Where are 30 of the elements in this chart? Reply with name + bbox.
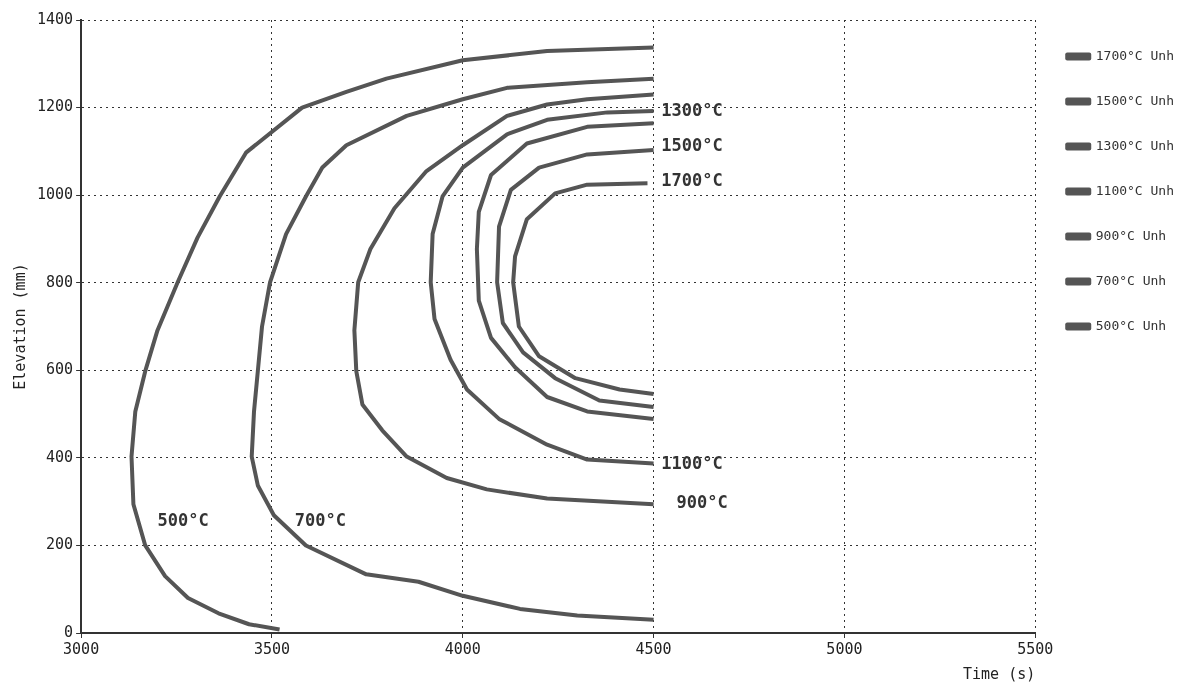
annotation: 900°C [676, 492, 728, 513]
x-tick-label: 5500 [1017, 639, 1054, 658]
y-tick-label: 1200 [37, 97, 74, 116]
annotation: 1700°C [661, 170, 723, 191]
legend-label: 1700°C Unh [1095, 47, 1175, 63]
annotation: 1300°C [661, 100, 723, 121]
annotation: 700°C [294, 509, 347, 530]
legend-label: 900°C Unh [1095, 227, 1167, 243]
y-tick-label: 600 [46, 360, 74, 379]
x-tick-label: 5000 [826, 639, 863, 658]
y-tick-label: 400 [46, 447, 74, 466]
annotation: 1100°C [661, 452, 723, 473]
y-tick-label: 200 [46, 535, 74, 554]
y-tick-label: 800 [46, 272, 74, 291]
x-tick-label: 4000 [444, 639, 481, 658]
y-tick-label: 1400 [37, 9, 74, 28]
legend-label: 500°C Unh [1095, 317, 1167, 333]
x-tick-label: 3000 [63, 639, 100, 658]
y-axis-title: Elevation (mm) [10, 263, 29, 390]
legend-label: 700°C Unh [1095, 272, 1167, 288]
y-tick-label: 0 [64, 622, 74, 641]
legend-label: 1300°C Unh [1095, 137, 1175, 153]
x-tick-label: 4500 [635, 639, 672, 658]
legend-label: 1500°C Unh [1095, 92, 1175, 108]
x-axis-title: Time (s) [962, 664, 1036, 683]
annotation: 500°C [157, 509, 209, 530]
legend-label: 1100°C Unh [1095, 182, 1175, 198]
y-tick-label: 1000 [37, 185, 74, 204]
annotation: 1500°C [661, 135, 723, 156]
x-tick-label: 3500 [253, 639, 291, 658]
